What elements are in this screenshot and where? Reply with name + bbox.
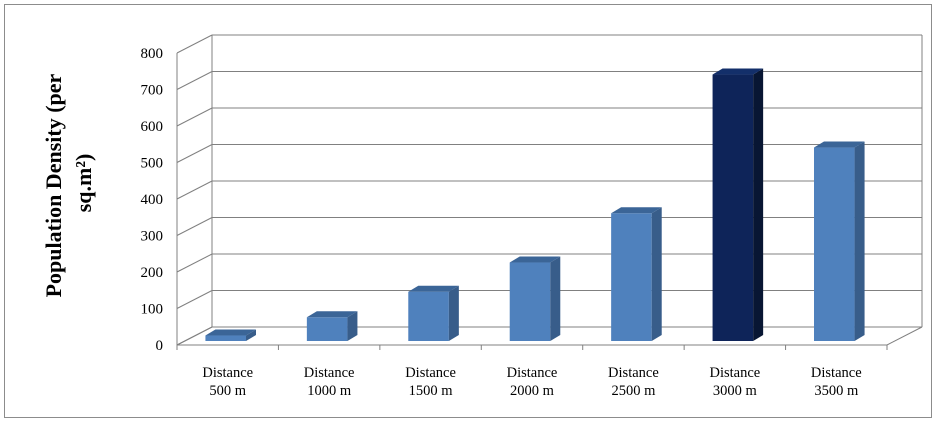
bar-top [611, 207, 662, 214]
y-tick-label: 200 [141, 265, 164, 281]
bar-side [246, 329, 256, 341]
side-wall-gridline [176, 71, 213, 90]
y-tick-label: 600 [141, 119, 164, 135]
x-category-label: Distance 2000 m [507, 365, 558, 399]
bar-top [408, 285, 459, 292]
bar-side [347, 311, 358, 341]
y-tick-label: 500 [141, 156, 164, 172]
x-category-label: Distance 1500 m [405, 365, 456, 399]
bar-side [448, 285, 459, 341]
bar-front [509, 262, 551, 341]
gridlines [176, 34, 923, 350]
bar-top [205, 329, 256, 336]
y-tick-label: 0 [156, 338, 164, 354]
bar-front [611, 213, 652, 341]
x-category-label: Distance 500 m [202, 365, 253, 399]
side-wall-gridline [176, 217, 213, 236]
bar-top [509, 256, 561, 263]
y-axis-ticks: 0 100 200 300 400 500 600 700 800 [141, 46, 164, 354]
bars [205, 68, 865, 342]
x-category-label: Distance 2500 m [608, 365, 659, 399]
y-axis-title-line-2: sq.m²) [71, 154, 96, 213]
bar [814, 141, 865, 341]
bar [509, 256, 561, 341]
y-tick-label: 400 [141, 192, 164, 208]
x-category-label: Distance 3500 m [811, 365, 862, 399]
side-wall-gridline [176, 107, 213, 127]
side-wall-gridline [176, 180, 213, 200]
bar-front [205, 335, 246, 341]
bar [408, 285, 459, 341]
y-tick-label: 800 [141, 46, 164, 62]
bar-front [712, 74, 754, 342]
bar-top [712, 68, 764, 75]
x-axis-categories: Distance 500 m Distance 1000 m Distance 1500 … [202, 365, 861, 399]
bar-front [814, 147, 855, 341]
y-tick-label: 100 [141, 302, 164, 318]
bar [611, 207, 662, 341]
side-wall-gridline [176, 34, 213, 54]
y-tick-label: 300 [141, 229, 164, 245]
bar [306, 311, 358, 341]
side-wall-gridline [176, 144, 213, 163]
bar-side [753, 68, 764, 342]
bar-top [814, 141, 865, 148]
bar-top [306, 311, 358, 318]
side-wall-gridline [176, 253, 213, 273]
bar [712, 68, 764, 342]
x-category-label: Distance 3000 m [709, 365, 760, 399]
bar-front [306, 317, 348, 341]
y-tick-label: 700 [141, 83, 164, 99]
x-category-label: Distance 1000 m [304, 365, 355, 399]
bar [205, 329, 256, 341]
y-axis-title: Population Density (per sq.m²) [41, 69, 96, 298]
bar-side [854, 141, 865, 341]
bar-front [408, 291, 449, 341]
side-wall-gridline [176, 290, 213, 309]
bar-side [550, 256, 561, 341]
bar-side [651, 207, 662, 341]
y-axis-title-line-1: Population Density (per [41, 73, 66, 297]
